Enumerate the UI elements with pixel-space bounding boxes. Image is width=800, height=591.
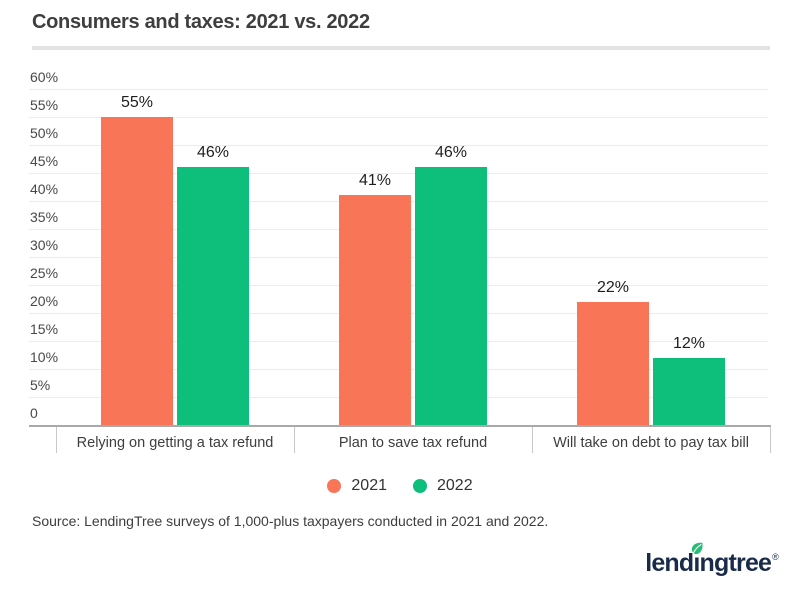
y-tick-label: 0: [30, 405, 38, 421]
gridline: [29, 145, 768, 146]
y-tick-label: 10%: [30, 349, 59, 365]
legend-label-2022: 2022: [437, 477, 473, 494]
gridline: [29, 173, 768, 174]
bar-2021-0: [101, 117, 173, 425]
x-category-label: Will take on debt to pay tax bill: [553, 435, 749, 451]
legend-item-2022: 2022: [413, 477, 473, 495]
bar-2022-2: [653, 357, 725, 425]
chart-legend: 2021 2022: [0, 476, 800, 496]
legend-label-2021: 2021: [351, 477, 387, 494]
axis-tick-separator: [770, 427, 771, 453]
bar-value-label: 41%: [358, 172, 392, 190]
legend-item-2021: 2021: [327, 477, 387, 495]
gridline: [29, 89, 768, 90]
bar-value-label: 46%: [196, 144, 230, 162]
chart-title: Consumers and taxes: 2021 vs. 2022: [32, 11, 370, 33]
logo-i-glyph: ı: [693, 549, 700, 577]
lendingtree-logo: lendı ngtree®: [645, 542, 779, 582]
bar-2022-1: [415, 167, 487, 425]
x-axis-line: [29, 425, 771, 427]
bar-value-label: 22%: [596, 278, 630, 296]
y-tick-label: 55%: [30, 97, 59, 113]
y-tick-label: 50%: [30, 125, 59, 141]
bar-value-label: 55%: [120, 94, 154, 111]
source-note: Source: LendingTree surveys of 1,000-plu…: [32, 513, 549, 529]
logo-trademark: ®: [772, 552, 779, 562]
y-tick-label: 60%: [30, 69, 59, 85]
logo-dotless-i: ı: [692, 542, 703, 577]
y-tick-label: 40%: [30, 181, 59, 197]
y-tick-label: 15%: [30, 321, 59, 337]
gridline: [29, 117, 768, 118]
legend-dot-2021-icon: [327, 479, 342, 493]
y-tick-label: 30%: [30, 237, 59, 253]
axis-tick-separator: [532, 427, 533, 453]
title-divider: [32, 46, 770, 50]
bar-2021-2: [577, 301, 649, 425]
bar-2021-1: [339, 195, 411, 425]
logo-text-tail: ngtree: [699, 549, 772, 577]
y-tick-label: 45%: [30, 153, 59, 169]
logo-text-lead: lend: [645, 549, 694, 577]
axis-tick-separator: [294, 427, 295, 453]
y-tick-label: 5%: [30, 377, 51, 393]
bar-value-label: 12%: [672, 334, 706, 352]
axis-tick-separator: [56, 427, 57, 453]
x-category-label: Relying on getting a tax refund: [76, 435, 274, 451]
x-category-label: Plan to save tax refund: [338, 435, 488, 451]
legend-dot-2022-icon: [413, 479, 427, 493]
leaf-icon: [692, 542, 703, 555]
y-tick-label: 35%: [30, 209, 59, 225]
y-tick-label: 20%: [30, 293, 59, 309]
y-tick-label: 25%: [30, 265, 59, 281]
bar-value-label: 46%: [434, 144, 468, 162]
bar-2022-0: [177, 167, 249, 425]
